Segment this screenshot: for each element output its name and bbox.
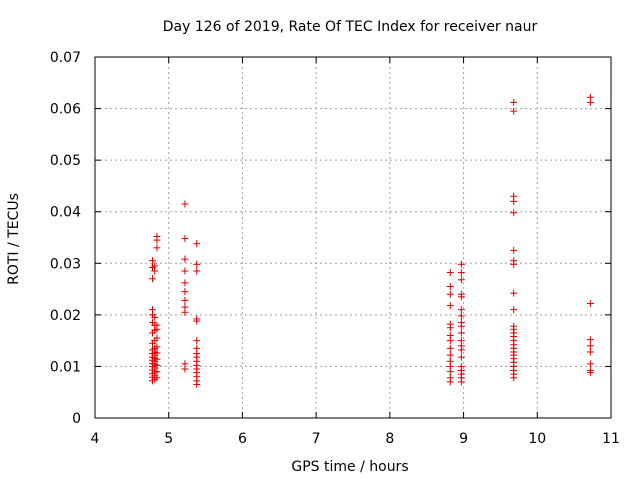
data-point xyxy=(153,232,161,240)
y-axis-label: ROTI / TECUs xyxy=(6,193,22,285)
data-point xyxy=(181,288,189,296)
data-point xyxy=(153,321,161,329)
x-tick-label: 9 xyxy=(459,431,468,447)
data-point xyxy=(457,322,465,330)
data-point xyxy=(181,279,189,287)
data-point xyxy=(193,267,201,275)
data-point xyxy=(510,260,518,268)
grid-lines xyxy=(95,57,611,418)
x-tick-labels: 4 5 6 7 8 9 10 11 xyxy=(91,431,620,447)
data-point xyxy=(151,262,159,270)
data-point xyxy=(446,378,454,386)
data-point xyxy=(510,374,518,382)
data-point xyxy=(457,293,465,301)
data-point xyxy=(457,269,465,277)
data-point xyxy=(457,312,465,320)
data-point xyxy=(148,257,156,265)
data-point xyxy=(181,267,189,275)
x-tick-label: 11 xyxy=(602,431,620,447)
data-point xyxy=(457,260,465,268)
y-tick-label: 0.03 xyxy=(50,256,81,272)
data-point xyxy=(446,269,454,277)
data-point xyxy=(446,302,454,310)
data-point xyxy=(153,343,161,351)
data-point xyxy=(457,276,465,284)
data-point xyxy=(153,334,161,342)
data-point xyxy=(193,317,201,325)
y-tick-label: 0.01 xyxy=(50,359,81,375)
x-axis-label: GPS time / hours xyxy=(291,459,408,475)
data-point xyxy=(181,308,189,316)
y-tick-label: 0.06 xyxy=(50,102,81,118)
plot-frame xyxy=(94,56,612,419)
data-point xyxy=(446,351,454,359)
data-point xyxy=(586,360,594,368)
y-tick-label: 0.02 xyxy=(50,308,81,324)
data-point xyxy=(446,290,454,298)
data-point xyxy=(193,260,201,268)
data-point xyxy=(586,369,594,377)
data-point xyxy=(148,306,156,314)
data-point xyxy=(181,255,189,263)
data-point xyxy=(586,342,594,350)
data-point xyxy=(586,348,594,356)
x-tick-label: 8 xyxy=(385,431,394,447)
x-tick-label: 4 xyxy=(91,431,100,447)
data-point xyxy=(446,344,454,352)
y-tick-label: 0.07 xyxy=(50,50,81,66)
data-point xyxy=(510,197,518,205)
data-points xyxy=(148,93,594,388)
data-point xyxy=(181,296,189,304)
data-point xyxy=(510,107,518,115)
data-point xyxy=(446,368,454,376)
data-point xyxy=(586,98,594,106)
data-point xyxy=(510,98,518,106)
data-point xyxy=(446,337,454,345)
data-point xyxy=(153,361,161,369)
data-point xyxy=(457,346,465,354)
data-point xyxy=(153,355,161,363)
data-point xyxy=(153,349,161,357)
data-point xyxy=(181,365,189,373)
x-tick-label: 5 xyxy=(164,431,173,447)
data-point xyxy=(586,300,594,308)
data-point xyxy=(457,306,465,314)
data-point xyxy=(181,200,189,208)
data-point xyxy=(446,282,454,290)
data-point xyxy=(148,275,156,283)
data-point xyxy=(510,289,518,297)
data-point xyxy=(193,240,201,248)
data-point xyxy=(193,380,201,388)
axis-ticks xyxy=(94,56,612,419)
data-point xyxy=(153,374,161,382)
data-point xyxy=(510,246,518,254)
data-point xyxy=(193,337,201,345)
y-tick-label: 0.05 xyxy=(50,153,81,169)
chart-title: Day 126 of 2019, Rate Of TEC Index for r… xyxy=(163,19,538,35)
data-point xyxy=(457,329,465,337)
y-tick-label: 0 xyxy=(72,411,81,427)
data-point xyxy=(151,313,159,321)
data-point xyxy=(457,378,465,386)
y-tick-label: 0.04 xyxy=(50,205,81,221)
data-point xyxy=(510,209,518,217)
data-point xyxy=(457,353,465,361)
data-point xyxy=(510,306,518,314)
data-point xyxy=(586,336,594,344)
data-point xyxy=(446,324,454,332)
y-tick-labels: 0 0.01 0.02 0.03 0.04 0.05 0.06 0.07 xyxy=(50,50,81,427)
data-point xyxy=(153,368,161,376)
x-tick-label: 7 xyxy=(312,431,321,447)
data-point xyxy=(153,244,161,252)
x-tick-label: 6 xyxy=(238,431,247,447)
x-tick-label: 10 xyxy=(528,431,546,447)
data-point xyxy=(181,235,189,243)
